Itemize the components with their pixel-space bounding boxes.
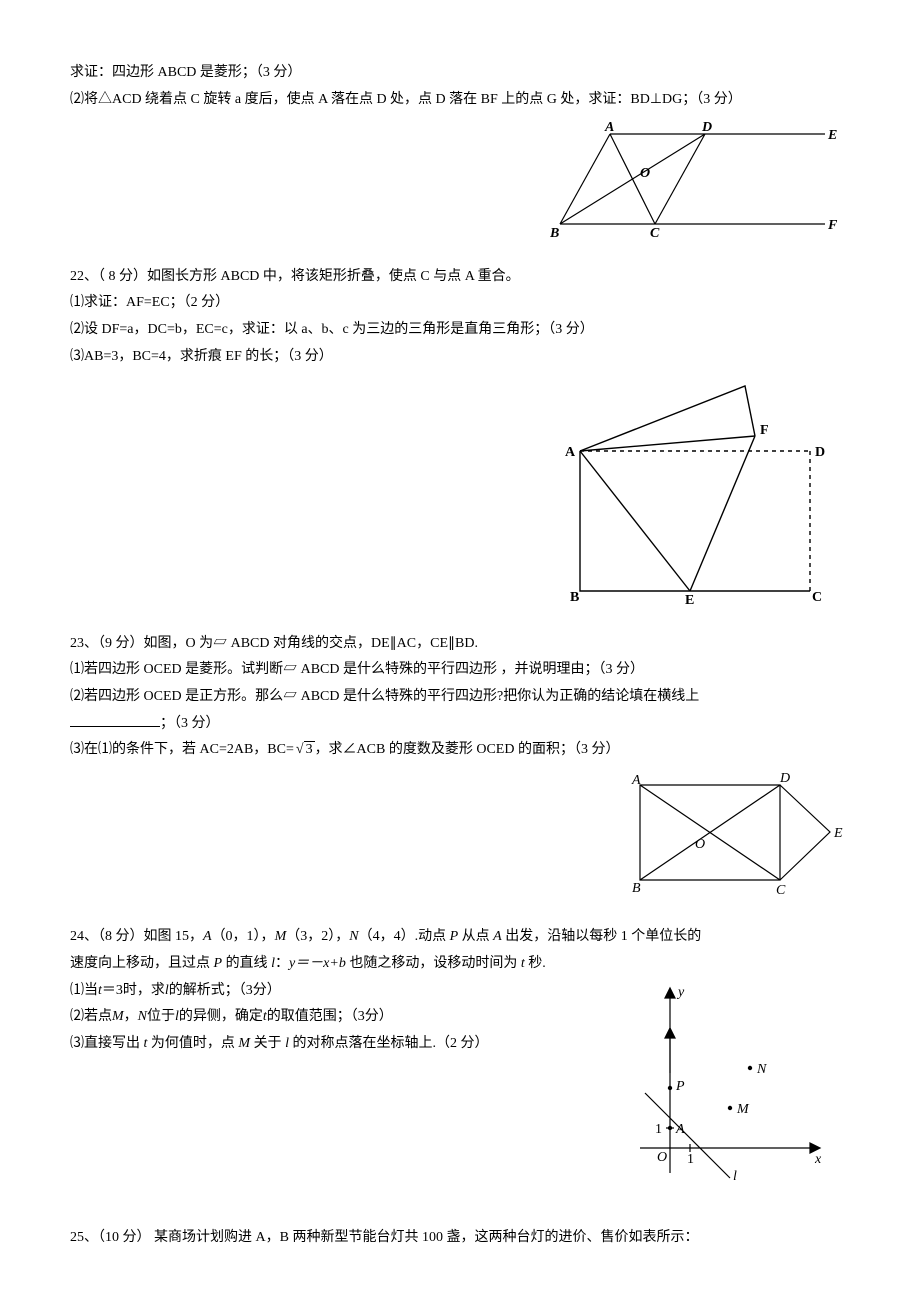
q23-part2: ⑵若四边形 OCED 是正方形。那么▱ ABCD 是什么特殊的平行四边形?把你认… xyxy=(70,684,850,711)
q23-part1: ⑴若四边形 OCED 是菱形。试判断▱ ABCD 是什么特殊的平行四边形 ，并说… xyxy=(70,657,850,684)
svg-text:O: O xyxy=(695,837,705,852)
q22-part1: ⑴求证：AF=EC；（2 分） xyxy=(70,290,850,317)
svg-text:M: M xyxy=(736,1102,750,1117)
svg-text:E: E xyxy=(833,826,843,841)
svg-text:l: l xyxy=(733,1169,737,1184)
svg-text:A: A xyxy=(565,445,576,460)
svg-text:N: N xyxy=(756,1062,767,1077)
svg-text:A: A xyxy=(604,120,614,135)
svg-text:P: P xyxy=(675,1079,685,1094)
svg-text:C: C xyxy=(776,883,786,898)
q24-figure: O x y 1 1 A P M N l xyxy=(630,978,850,1199)
q23-part2b: ；（3 分） xyxy=(70,711,850,738)
svg-text:1: 1 xyxy=(655,1122,662,1137)
svg-text:B: B xyxy=(632,881,641,896)
svg-text:F: F xyxy=(760,423,769,438)
q24-stem2: 速度向上移动，且过点 P 的直线 l：y＝－x+b 也随之移动，设移动时间为 t… xyxy=(70,951,850,978)
q23-blank[interactable] xyxy=(70,712,160,727)
svg-text:O: O xyxy=(640,166,650,181)
svg-text:E: E xyxy=(685,593,694,606)
q22-stem: 22、（ 8 分）如图长方形 ABCD 中，将该矩形折叠，使点 C 与点 A 重… xyxy=(70,264,850,291)
svg-text:O: O xyxy=(657,1150,667,1165)
q23-stem: 23、（9 分）如图，O 为▱ ABCD 对角线的交点，DE∥AC，CE∥BD. xyxy=(70,631,850,658)
q23-figure: A B C D E O xyxy=(70,770,850,911)
q22-figure: A B C D E F xyxy=(70,376,850,617)
svg-text:C: C xyxy=(812,590,822,605)
svg-text:E: E xyxy=(827,128,837,143)
q24-part1: ⑴当t＝3时，求l的解析式；（3分） xyxy=(70,978,630,1005)
svg-text:1: 1 xyxy=(687,1152,694,1167)
q22-part3: ⑶AB=3，BC=4，求折痕 EF 的长；（3 分） xyxy=(70,344,850,371)
q23-part2-tail: ；（3 分） xyxy=(160,716,220,731)
svg-text:x: x xyxy=(814,1152,822,1167)
svg-text:A: A xyxy=(675,1122,685,1137)
svg-text:y: y xyxy=(676,985,685,1000)
svg-text:D: D xyxy=(701,120,712,135)
q21-proof1: 求证：四边形 ABCD 是菱形；（3 分） xyxy=(70,60,850,87)
q23-part3: ⑶在⑴的条件下，若 AC=2AB，BC=3，求∠ACB 的度数及菱形 OCED … xyxy=(70,737,850,764)
svg-text:D: D xyxy=(779,771,790,786)
svg-text:F: F xyxy=(827,218,838,233)
svg-text:D: D xyxy=(815,445,825,460)
svg-text:A: A xyxy=(631,773,641,788)
q24-stem1: 24、（8 分）如图 15，A（0，1），M（3，2），N（4，4）.动点 P … xyxy=(70,924,850,951)
q25-stem: 25、（10 分） 某商场计划购进 A，B 两种新型节能台灯共 100 盏，这两… xyxy=(70,1225,850,1252)
svg-text:C: C xyxy=(650,226,660,239)
q24-part3: ⑶直接写出 t 为何值时，点 M 关于 l 的对称点落在坐标轴上.（2 分） xyxy=(70,1031,630,1058)
q22-part2: ⑵设 DF=a，DC=b，EC=c，求证：以 a、b、c 为三边的三角形是直角三… xyxy=(70,317,850,344)
q21-figure: A B C D E F O xyxy=(70,119,850,250)
svg-text:B: B xyxy=(550,226,559,239)
svg-text:B: B xyxy=(570,590,579,605)
q21-proof2: ⑵将△ACD 绕着点 C 旋转 a 度后，使点 A 落在点 D 处，点 D 落在… xyxy=(70,87,850,114)
q24-part2: ⑵若点M，N位于l的异侧，确定t的取值范围；（3分） xyxy=(70,1004,630,1031)
